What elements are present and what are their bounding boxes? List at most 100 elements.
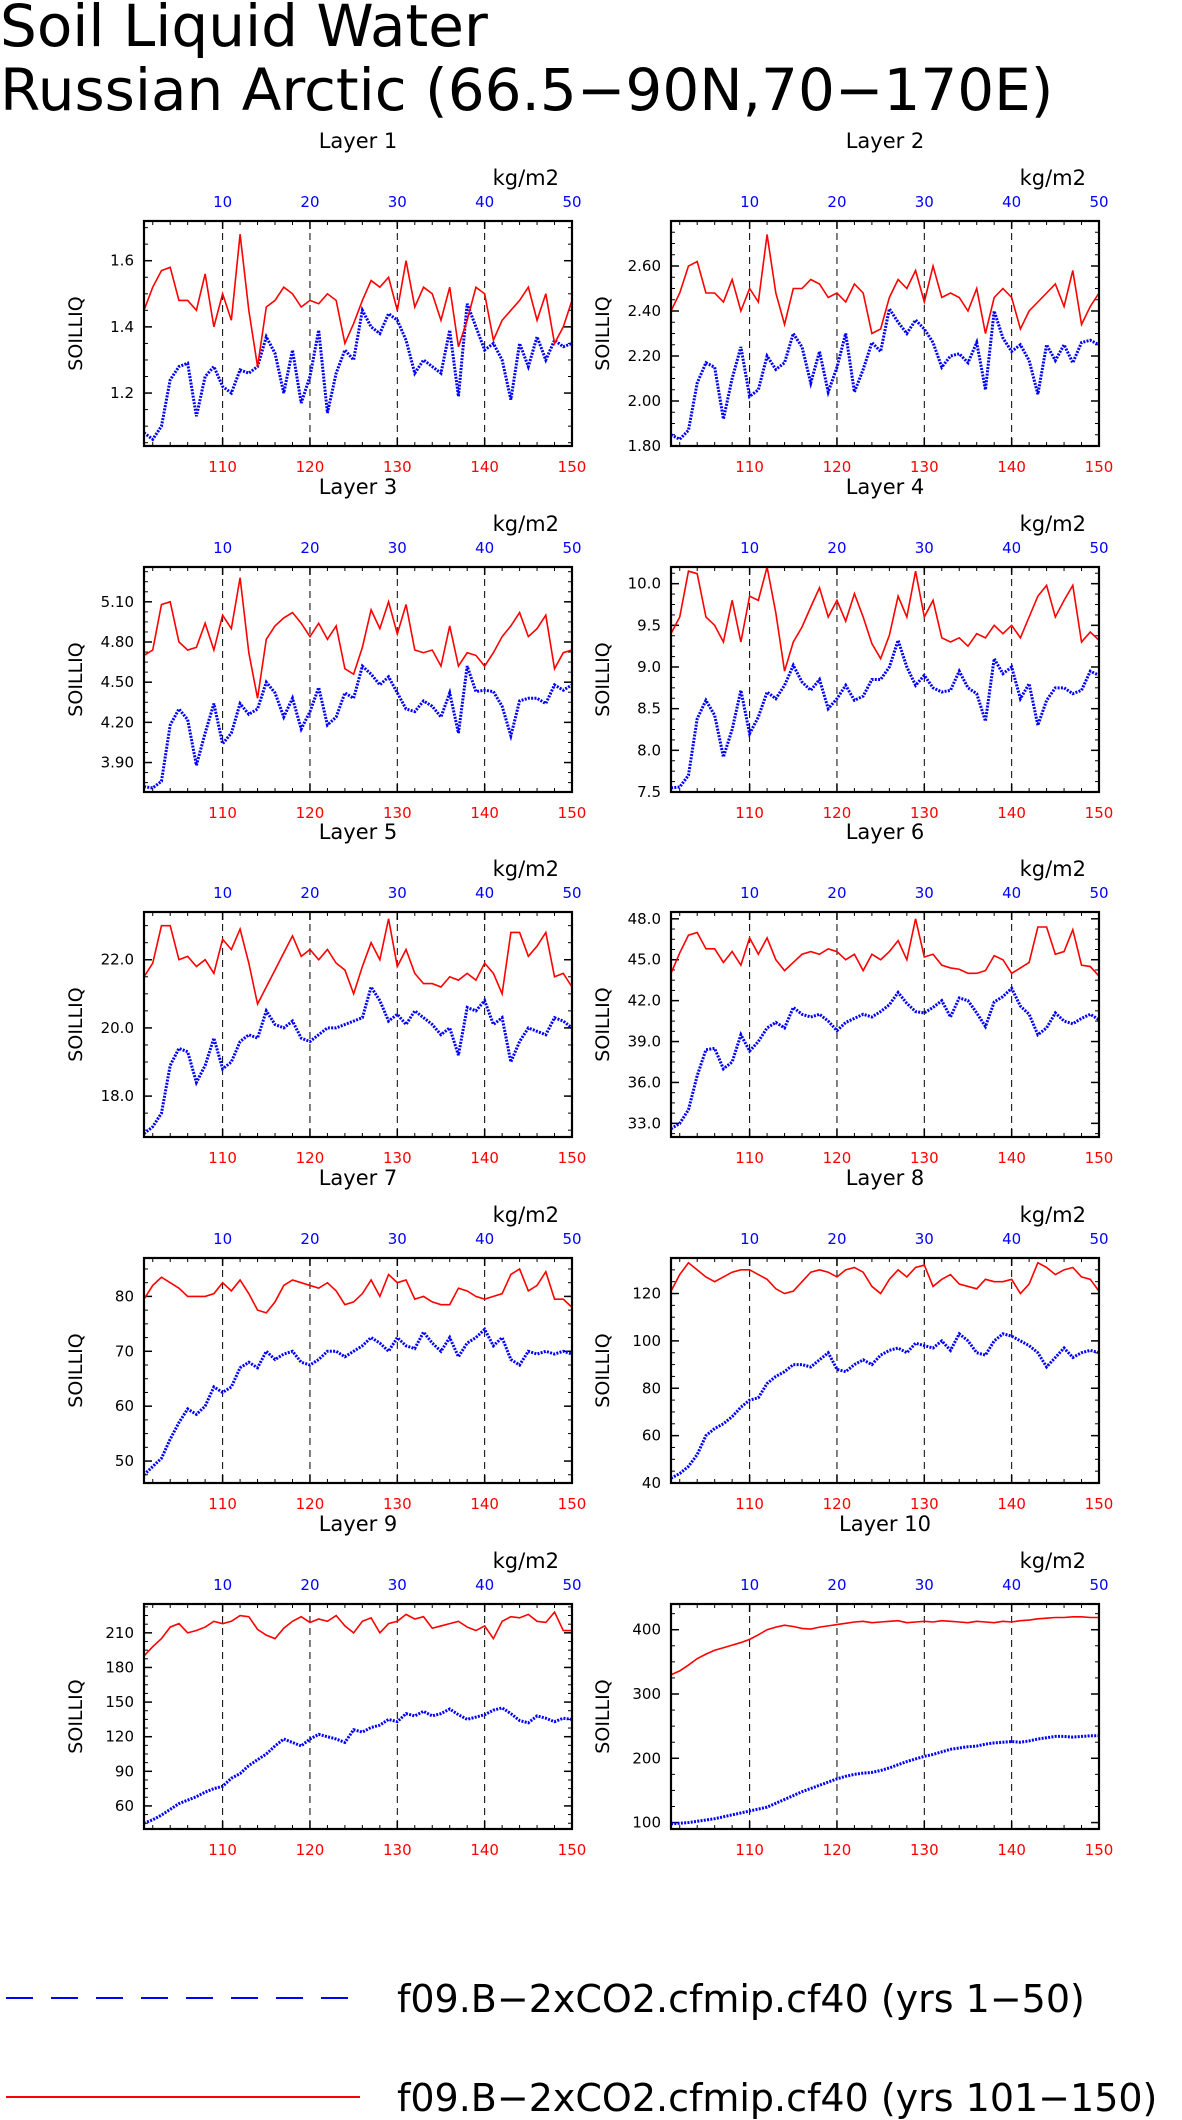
x-bottom-tick-label: 110 (735, 1495, 764, 1513)
y-tick-label: 42.0 (628, 992, 661, 1010)
x-top-tick-label: 40 (475, 1230, 494, 1248)
plot-frame (142, 565, 574, 794)
x-top-tick-label: 10 (740, 539, 759, 557)
units-label: kg/m2 (1020, 1203, 1086, 1227)
x-top-tick-label: 10 (213, 1576, 232, 1594)
y-tick-label: 8.0 (637, 741, 661, 759)
series-line-yrs-101-150 (143, 1610, 572, 1657)
y-tick-label: 48.0 (628, 910, 661, 928)
x-bottom-tick-label: 150 (558, 1149, 587, 1167)
x-top-tick-label: 30 (915, 884, 934, 902)
series-line-yrs-101-150 (670, 566, 1100, 672)
x-top-tick-label: 10 (213, 1230, 232, 1248)
x-top-tick-label: 30 (388, 193, 407, 211)
units-label: kg/m2 (493, 512, 559, 536)
series-line-yrs-101-150 (670, 918, 1100, 977)
y-axis-label: SOILLIQ (65, 296, 87, 370)
x-top-tick-label: 30 (915, 1576, 934, 1594)
x-bottom-tick-label: 140 (997, 1495, 1026, 1513)
x-bottom-tick-label: 130 (383, 458, 412, 476)
y-tick-label: 90 (115, 1762, 134, 1780)
x-top-tick-label: 10 (740, 1230, 759, 1248)
x-bottom-tick-label: 140 (470, 1149, 499, 1167)
x-top-tick-label: 50 (562, 1576, 581, 1594)
y-tick-label: 100 (632, 1814, 661, 1832)
y-tick-label: 2.00 (628, 392, 661, 410)
x-bottom-tick-label: 150 (1085, 1495, 1114, 1513)
y-tick-label: 50 (115, 1452, 134, 1470)
x-bottom-tick-label: 120 (823, 458, 852, 476)
x-top-tick-label: 40 (1002, 884, 1021, 902)
series-line-yrs-1-50 (142, 1326, 573, 1476)
y-tick-label: 180 (105, 1658, 134, 1676)
x-top-tick-label: 50 (1089, 193, 1108, 211)
x-bottom-tick-label: 120 (823, 804, 852, 822)
x-top-tick-label: 30 (388, 1230, 407, 1248)
chart-panel-layer-9: Layer 9 kg/m2 60 90 120 150 180 210 10 20 30 40 50 11… (65, 1512, 586, 1859)
x-top-tick-label: 20 (827, 539, 846, 557)
plot-frame (669, 565, 1101, 794)
y-tick-label: 120 (105, 1728, 134, 1746)
series-line-yrs-101-150 (670, 234, 1100, 335)
y-tick-label: 39.0 (628, 1033, 661, 1051)
y-tick-label: 20.0 (101, 1019, 134, 1037)
x-bottom-tick-label: 150 (1085, 804, 1114, 822)
y-tick-label: 60 (115, 1797, 134, 1815)
x-bottom-tick-label: 140 (470, 1841, 499, 1859)
x-bottom-tick-label: 150 (558, 458, 587, 476)
x-top-tick-label: 40 (475, 539, 494, 557)
y-tick-label: 10.0 (628, 575, 661, 593)
x-bottom-tick-label: 120 (296, 1495, 325, 1513)
y-tick-label: 200 (632, 1749, 661, 1767)
panel-title: Layer 2 (846, 129, 925, 153)
x-bottom-tick-label: 110 (208, 1841, 237, 1859)
series-line-yrs-1-50 (670, 985, 1100, 1131)
x-bottom-tick-label: 140 (997, 458, 1026, 476)
x-top-tick-label: 10 (740, 1576, 759, 1594)
x-bottom-tick-label: 140 (997, 804, 1026, 822)
units-label: kg/m2 (493, 166, 559, 190)
series-line-yrs-1-50 (670, 635, 1100, 790)
x-bottom-tick-label: 120 (296, 458, 325, 476)
y-tick-label: 4.80 (101, 633, 134, 651)
y-axis-label: SOILLIQ (592, 296, 614, 370)
units-label: kg/m2 (493, 1203, 559, 1227)
x-bottom-tick-label: 130 (383, 1495, 412, 1513)
series-line-yrs-1-50 (670, 304, 1100, 442)
legend-label-late: f09.B−2xCO2.cfmip.cf40 (yrs 101−150) (397, 2076, 1157, 2120)
x-bottom-tick-label: 120 (823, 1841, 852, 1859)
x-bottom-tick-label: 120 (296, 1841, 325, 1859)
series-line-yrs-101-150 (670, 1261, 1100, 1295)
plot-frame (142, 219, 574, 448)
x-bottom-tick-label: 130 (910, 1149, 939, 1167)
y-tick-label: 80 (642, 1379, 661, 1397)
x-bottom-tick-label: 110 (735, 1841, 764, 1859)
x-top-tick-label: 50 (562, 1230, 581, 1248)
panel-title: Layer 10 (839, 1512, 931, 1536)
plot-frame (669, 1256, 1101, 1485)
y-axis-label: SOILLIQ (65, 642, 87, 716)
y-tick-label: 120 (632, 1285, 661, 1303)
series-line-yrs-101-150 (143, 1267, 573, 1314)
x-bottom-tick-label: 150 (1085, 458, 1114, 476)
x-top-tick-label: 50 (562, 884, 581, 902)
units-label: kg/m2 (493, 1549, 559, 1573)
y-tick-label: 80 (115, 1287, 134, 1305)
y-axis-label: SOILLIQ (592, 987, 614, 1061)
panel-title: Layer 3 (319, 475, 398, 499)
series-line-yrs-1-50 (143, 303, 573, 442)
x-top-tick-label: 50 (562, 539, 581, 557)
x-top-tick-label: 20 (300, 539, 319, 557)
x-top-tick-label: 10 (213, 884, 232, 902)
x-top-tick-label: 50 (1089, 1576, 1108, 1594)
y-axis-label: SOILLIQ (592, 1333, 614, 1407)
y-tick-label: 7.5 (637, 783, 661, 801)
series-line-yrs-1-50 (143, 663, 573, 790)
plot-frame (142, 1256, 574, 1485)
units-label: kg/m2 (1020, 166, 1086, 190)
series-line-yrs-1-50 (670, 1734, 1099, 1826)
x-top-tick-label: 10 (213, 539, 232, 557)
units-label: kg/m2 (1020, 512, 1086, 536)
x-top-tick-label: 40 (475, 1576, 494, 1594)
